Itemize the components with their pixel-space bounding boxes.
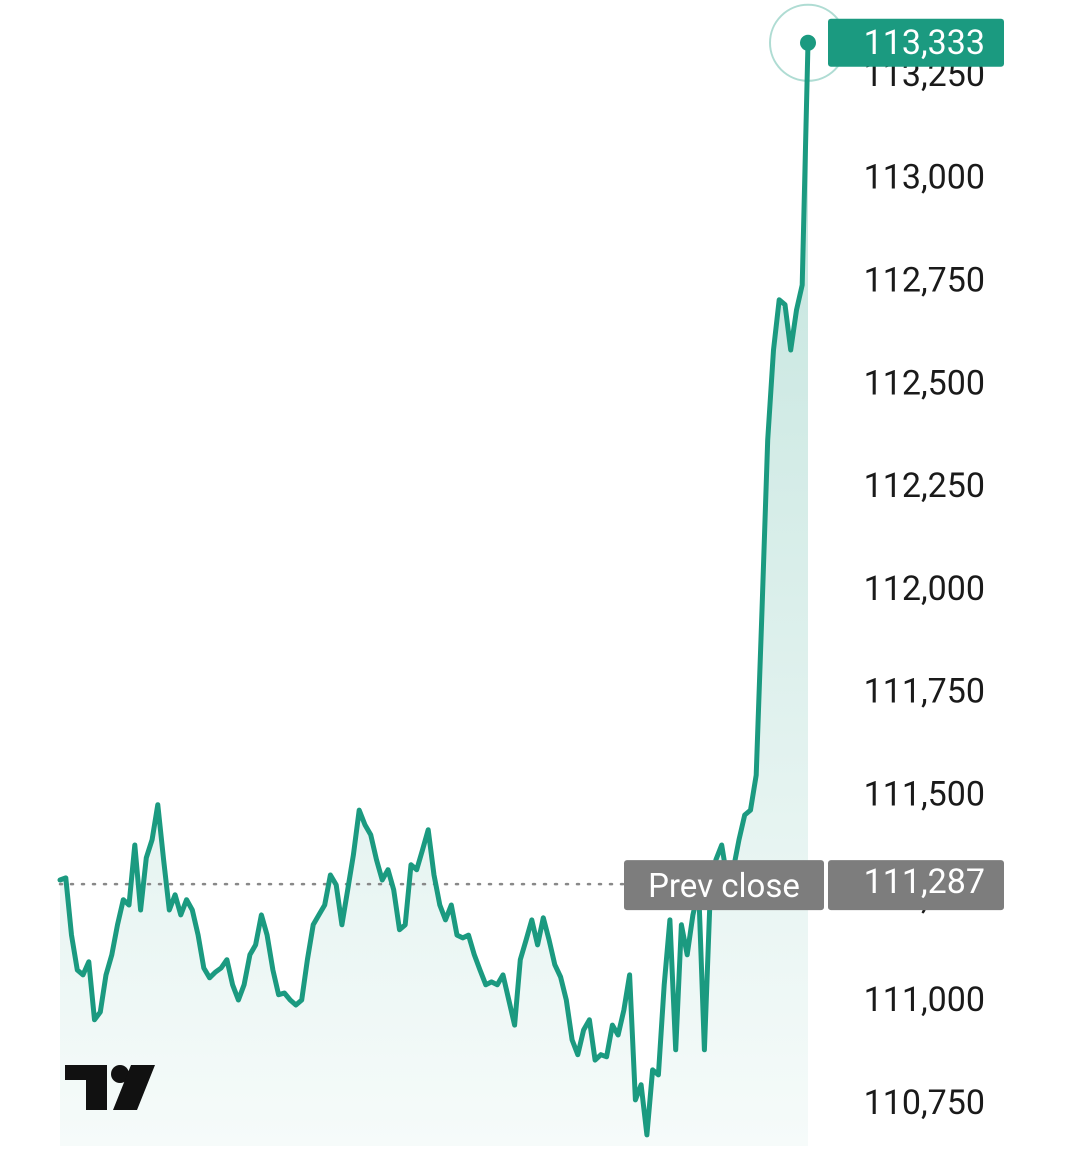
prev-close-value-box (828, 860, 1004, 911)
y-tick-label: 113,000 (864, 158, 985, 198)
y-tick-label: 111,500 (864, 774, 985, 814)
last-value-label: 113,333 (864, 23, 985, 63)
y-tick-label: 111,000 (864, 980, 985, 1020)
y-tick-label: 112,250 (864, 466, 985, 506)
last-value-box (828, 18, 1004, 67)
prev-close-value: 111,287 (864, 862, 985, 902)
prev-close-tag-box (624, 860, 824, 911)
logo-part (86, 1065, 107, 1110)
price-line (57, 40, 811, 1138)
y-tick-label: 110,750 (864, 1083, 985, 1123)
y-tick-label: 111,750 (864, 672, 985, 712)
last-point (800, 34, 816, 51)
plot-area (57, 3, 847, 1147)
prev-close-tag: Prev close (648, 867, 800, 906)
price-labels: 113,333 Prev close 111,287 (624, 18, 1004, 911)
logo-part (111, 1065, 129, 1083)
logo (65, 1065, 155, 1110)
y-axis: 110,750111,000111,250111,500111,750112,0… (864, 55, 985, 1123)
y-tick-label: 112,750 (864, 261, 985, 301)
y-tick-label: 112,500 (864, 363, 985, 403)
y-tick-label: 112,000 (864, 569, 985, 609)
logo-part (113, 1065, 155, 1110)
area (60, 42, 808, 1146)
